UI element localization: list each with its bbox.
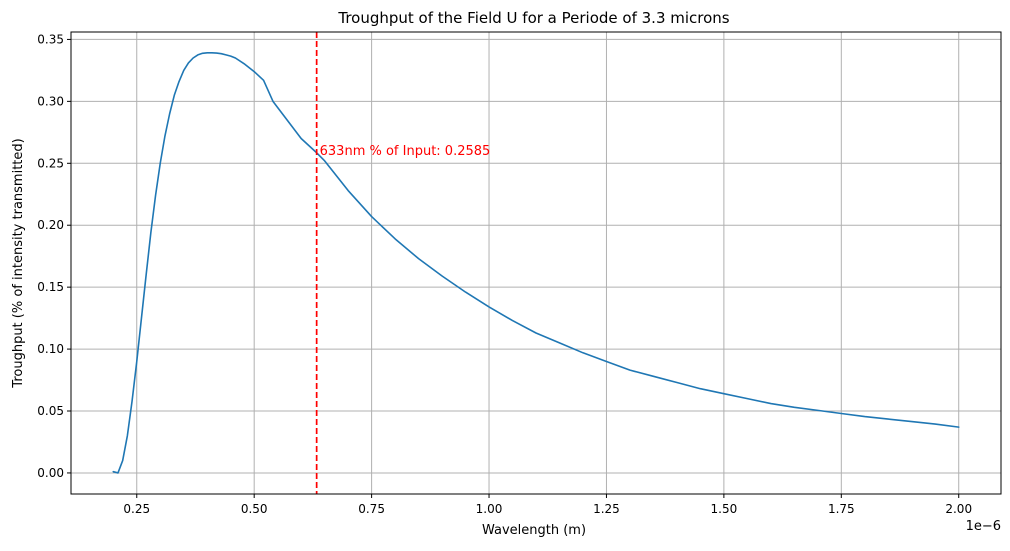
x-axis-label: Wavelength (m)	[482, 523, 586, 538]
y-tick-label: 0.05	[37, 404, 64, 418]
y-tick-label: 0.30	[37, 94, 64, 108]
throughput-series-line	[112, 52, 960, 474]
grid	[71, 32, 1001, 494]
x-tick-label: 1.00	[476, 502, 503, 516]
y-tick-label: 0.20	[37, 218, 64, 232]
wavelength-633nm-annotation: 633nm % of Input: 0.2585	[320, 144, 491, 159]
x-tick-label: 1.50	[711, 502, 738, 516]
x-tick-label: 0.50	[241, 502, 268, 516]
x-tick-label: 1.25	[593, 502, 620, 516]
x-tick-label: 1.75	[828, 502, 855, 516]
y-tick-label: 0.35	[37, 32, 64, 46]
y-tick-label: 0.15	[37, 280, 64, 294]
x-tick-label: 2.00	[945, 502, 972, 516]
y-axis-ticks: 0.00 0.05 0.10 0.15 0.20 0.25 0.30 0.35	[37, 32, 71, 480]
y-tick-label: 0.10	[37, 342, 64, 356]
x-tick-label: 0.75	[358, 502, 385, 516]
x-axis-ticks: 0.25 0.50 0.75 1.00 1.25 1.50 1.75 2.00	[123, 494, 972, 516]
x-tick-label: 0.25	[123, 502, 150, 516]
y-tick-label: 0.00	[37, 466, 64, 480]
series-layer	[112, 52, 960, 474]
x-axis-offset-label: 1e−6	[966, 519, 1001, 534]
chart-title: Troughput of the Field U for a Periode o…	[337, 9, 729, 27]
y-axis-label: Troughput (% of intensity transmitted)	[11, 138, 26, 388]
y-tick-label: 0.25	[37, 156, 64, 170]
plot-frame	[70, 31, 1002, 495]
